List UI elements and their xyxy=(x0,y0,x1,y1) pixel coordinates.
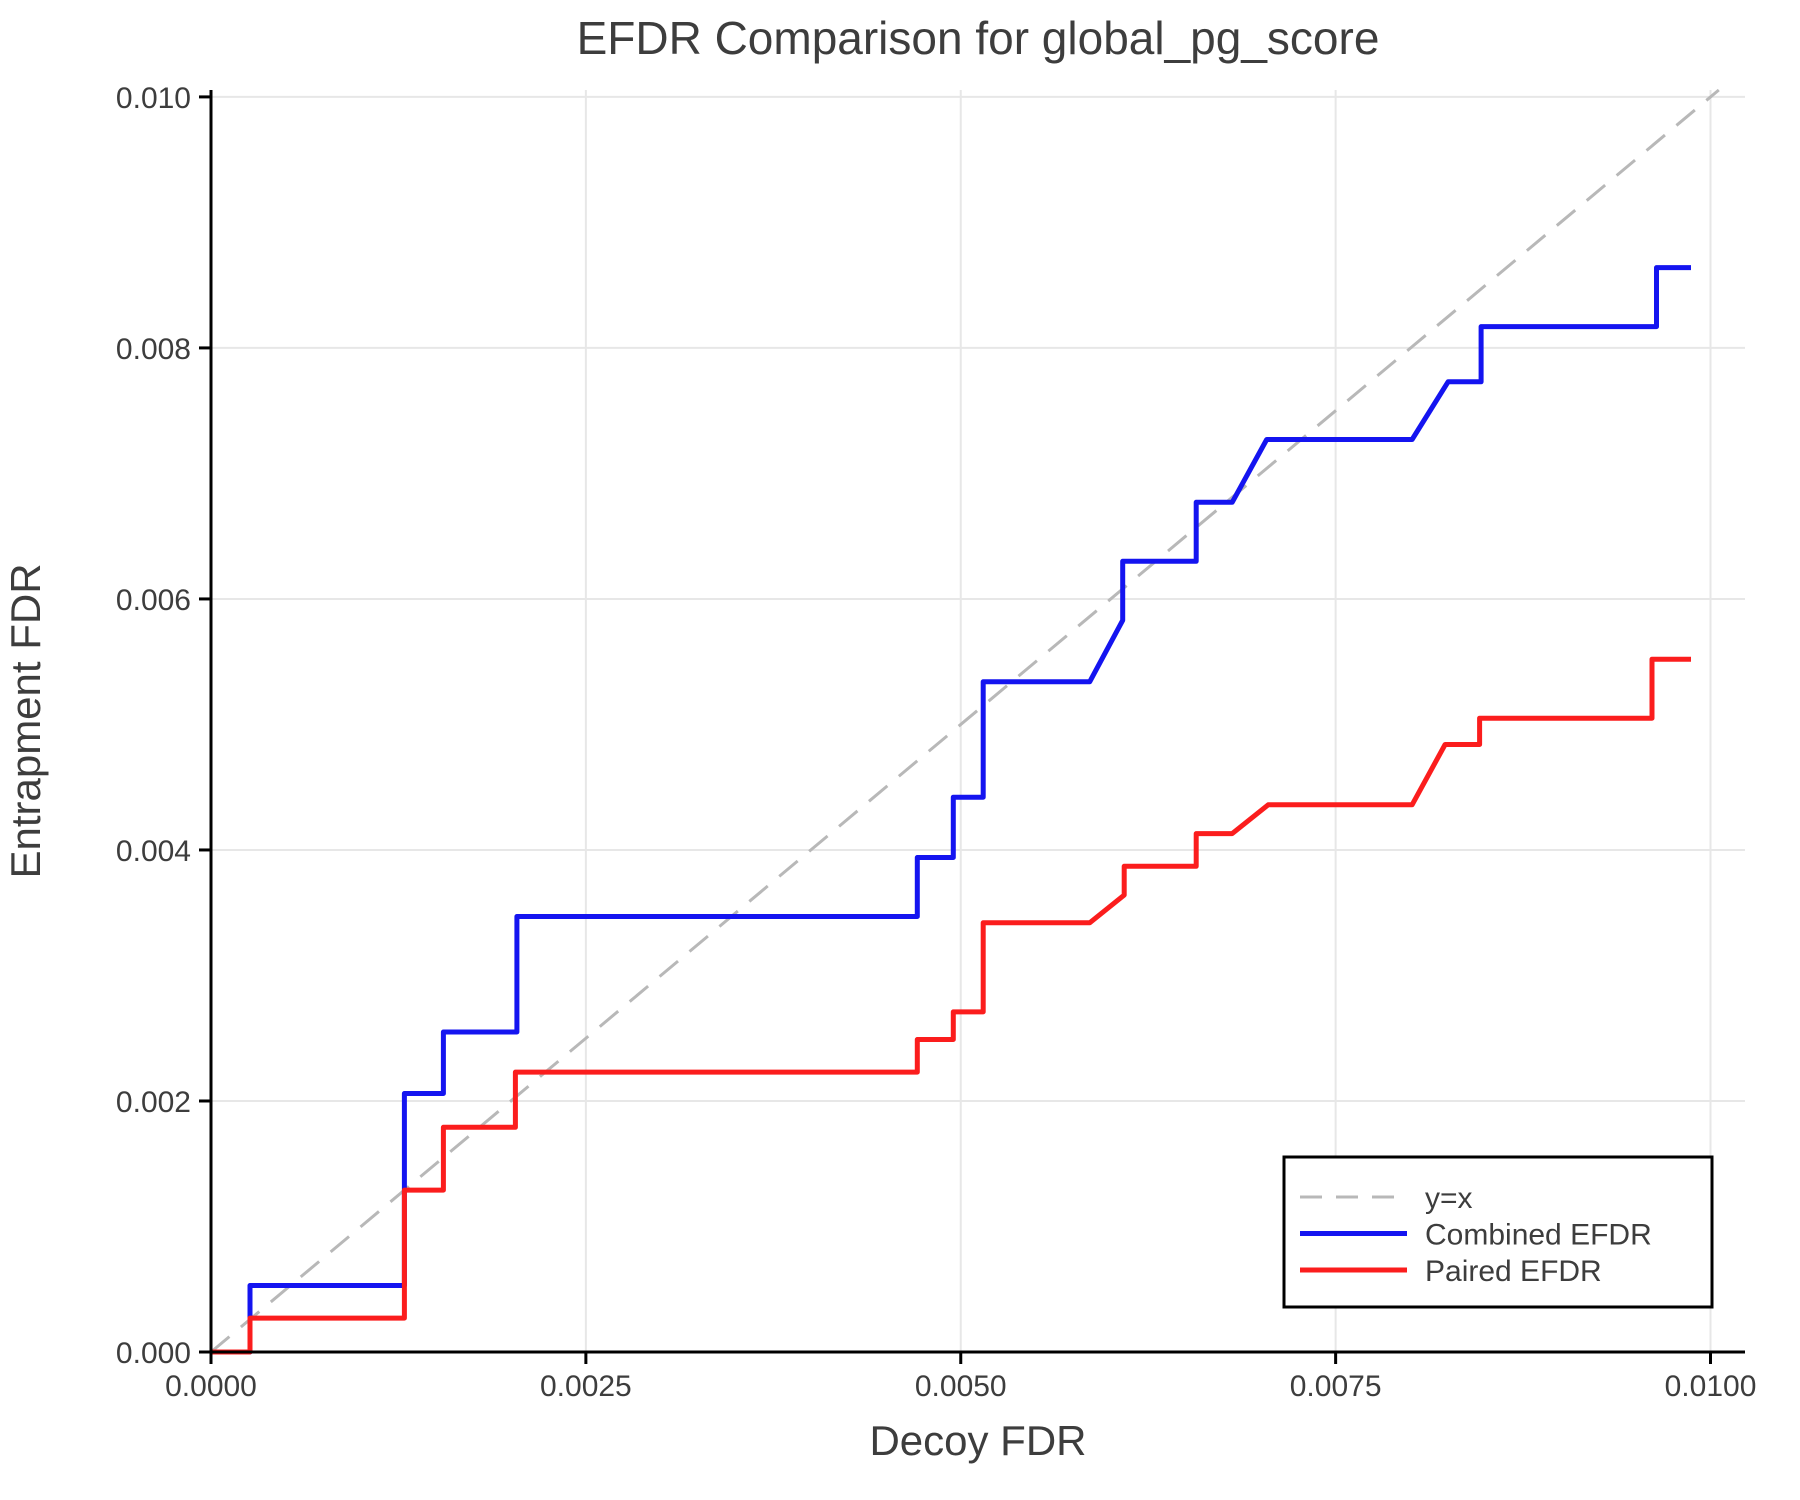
x-tick-label: 0.0050 xyxy=(915,1370,1007,1403)
series-lines xyxy=(210,88,1720,1355)
y-tick-label: 0.010 xyxy=(116,82,191,115)
x-tick-label: 0.0100 xyxy=(1665,1370,1757,1403)
tick-marks xyxy=(199,95,1713,1364)
reference-line xyxy=(210,88,1720,1354)
x-tick-label: 0.0000 xyxy=(165,1370,257,1403)
y-tick-label: 0.000 xyxy=(116,1337,191,1370)
legend-label: Paired EFDR xyxy=(1425,1255,1602,1288)
y-tick-label: 0.008 xyxy=(116,333,191,366)
y-axis-label: Entrapment FDR xyxy=(2,563,49,878)
x-tick-labels: 0.0000 0.0025 0.0050 0.0075 0.0100 xyxy=(165,1370,1756,1403)
y-tick-label: 0.002 xyxy=(116,1086,191,1119)
x-axis-label: Decoy FDR xyxy=(869,1417,1086,1464)
legend-label: Combined EFDR xyxy=(1425,1219,1652,1252)
y-tick-label: 0.006 xyxy=(116,584,191,617)
combined-line xyxy=(211,265,1691,1355)
x-tick-label: 0.0075 xyxy=(1290,1370,1382,1403)
axes-spines xyxy=(209,90,1745,1354)
y-tick-label: 0.004 xyxy=(116,835,191,868)
y-tick-labels: 0.000 0.002 0.004 0.006 0.008 0.010 xyxy=(116,82,191,1370)
x-tick-label: 0.0025 xyxy=(540,1370,632,1403)
legend-label: y=x xyxy=(1425,1182,1473,1215)
paired-line xyxy=(211,656,1691,1355)
chart-title: EFDR Comparison for global_pg_score xyxy=(577,12,1380,64)
